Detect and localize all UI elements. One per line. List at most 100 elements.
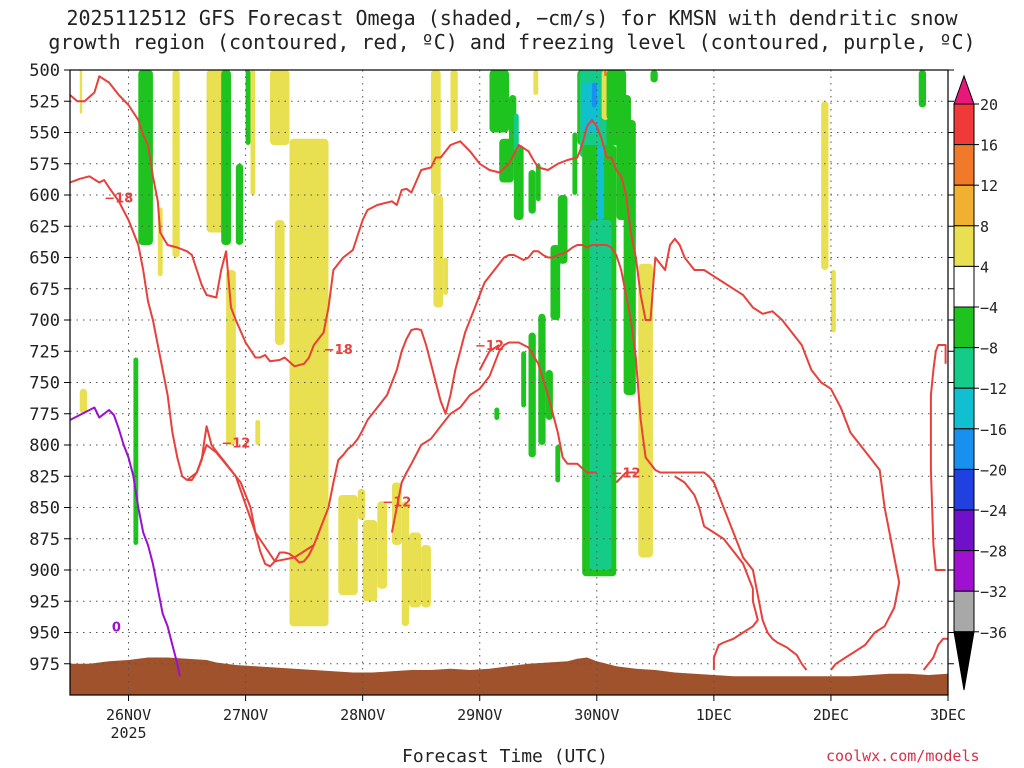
freezing-level-line — [69, 406, 181, 677]
colorbar-top-arrow — [953, 74, 975, 105]
y-tick-label: 950 — [29, 624, 60, 644]
y-tick-label: 700 — [29, 311, 60, 331]
omega-region — [357, 488, 366, 520]
omega-region — [596, 145, 605, 220]
omega-region — [830, 270, 836, 333]
x-tick-label: 27NOV — [223, 706, 268, 724]
isotherm-label: −18 — [104, 192, 133, 207]
isotherm-line — [186, 444, 315, 563]
y-tick-label: 675 — [29, 280, 60, 300]
omega-region — [918, 70, 927, 108]
omega-region — [521, 351, 527, 408]
terrain-layer — [70, 657, 948, 695]
colorbar-segment — [953, 387, 975, 430]
omega-region — [221, 70, 231, 245]
isotherm-label: −12 — [612, 467, 641, 482]
title-line-2: growth region (contoured, red, ºC) and f… — [48, 30, 976, 54]
omega-region — [79, 70, 83, 114]
x-tick-label: 2DEC — [813, 706, 849, 724]
isotherm-label: −12 — [475, 339, 504, 354]
y-tick-label: 975 — [29, 655, 60, 675]
y-tick-label: 725 — [29, 342, 60, 362]
axes-layer: 500 525 550 575 600 625 650 675 700 725 750 775 800 8… — [29, 61, 966, 742]
y-tick-label: 800 — [29, 436, 60, 456]
omega-region — [443, 257, 449, 295]
chart-title: 2025112512 GFS Forecast Omega (shaded, −… — [0, 6, 1024, 54]
omega-region — [255, 420, 261, 445]
omega-region — [538, 313, 546, 445]
y-tick-label: 625 — [29, 217, 60, 237]
title-line-1: 2025112512 GFS Forecast Omega (shaded, −… — [66, 6, 958, 30]
isotherm-line — [69, 75, 901, 671]
omega-region — [589, 220, 612, 570]
y-tick-label: 650 — [29, 249, 60, 269]
colorbar-segment — [953, 590, 975, 633]
omega-region — [650, 70, 658, 83]
isotherm-layer — [69, 75, 948, 677]
omega-region — [138, 70, 153, 245]
isotherm-label: −12 — [382, 495, 411, 510]
omega-region — [362, 520, 378, 602]
isotherm-line — [929, 344, 947, 571]
omega-region — [421, 545, 431, 608]
x-tick-label: 1DEC — [696, 706, 732, 724]
y-tick-label: 575 — [29, 155, 60, 175]
y-tick-label: 600 — [29, 186, 60, 206]
colorbar-label: −28 — [980, 543, 1007, 561]
omega-region — [533, 70, 539, 95]
colorbar-segment — [953, 225, 975, 267]
omega-region — [172, 70, 180, 258]
colorbar-label: 12 — [980, 177, 998, 195]
colorbar-segment — [953, 265, 975, 308]
colorbar-segment — [953, 184, 975, 227]
colorbar-segment — [953, 144, 975, 186]
omega-region — [821, 101, 829, 270]
isotherm-line — [922, 637, 948, 671]
isotherm-line — [478, 344, 500, 371]
omega-region — [638, 263, 653, 558]
omega-region — [235, 163, 244, 245]
colorbar-segment — [953, 509, 975, 552]
x-tick-label: 29NOV — [457, 706, 502, 724]
colorbar-label: −12 — [980, 380, 1007, 398]
omega-region — [494, 407, 500, 420]
isotherm-line — [674, 475, 759, 670]
omega-region — [591, 82, 597, 108]
omega-region — [572, 132, 578, 195]
omega-region — [289, 138, 329, 627]
omega-region — [433, 195, 444, 308]
omega-region — [550, 245, 561, 320]
colorbar-label: −24 — [980, 502, 1007, 520]
omega-region — [133, 357, 139, 545]
colorbar-label: 16 — [980, 137, 998, 155]
colorbar-segment — [953, 550, 975, 592]
isotherm-line — [390, 341, 597, 533]
y-tick-label: 925 — [29, 592, 60, 612]
y-tick-label: 525 — [29, 92, 60, 112]
colorbar-label: 8 — [980, 218, 989, 236]
source-credit: coolwx.com/models — [826, 747, 980, 765]
x-axis-title: Forecast Time (UTC) — [402, 746, 608, 767]
colorbar-label: 20 — [980, 96, 998, 114]
y-tick-label: 850 — [29, 499, 60, 519]
x-tick-sublabel: 2025 — [110, 724, 146, 742]
y-tick-label: 825 — [29, 467, 60, 487]
colorbar-segment — [953, 468, 975, 511]
omega-region — [557, 195, 568, 264]
y-tick-label: 900 — [29, 561, 60, 581]
omega-region — [313, 145, 319, 258]
colorbar-label: −16 — [980, 421, 1007, 439]
colorbar-label: −36 — [980, 624, 1007, 642]
x-tick-label: 30NOV — [574, 706, 619, 724]
x-tick-label: 28NOV — [340, 706, 385, 724]
freezing-level-label: 0 — [112, 620, 121, 635]
omega-region — [245, 70, 251, 145]
omega-region — [430, 70, 441, 195]
isotherm-label: −12 — [221, 437, 250, 452]
x-tick-label: 26NOV — [106, 706, 151, 724]
colorbar-label: −8 — [980, 340, 998, 358]
colorbar-label: 4 — [980, 258, 989, 276]
omega-region — [401, 501, 410, 627]
omega-region — [528, 332, 536, 458]
